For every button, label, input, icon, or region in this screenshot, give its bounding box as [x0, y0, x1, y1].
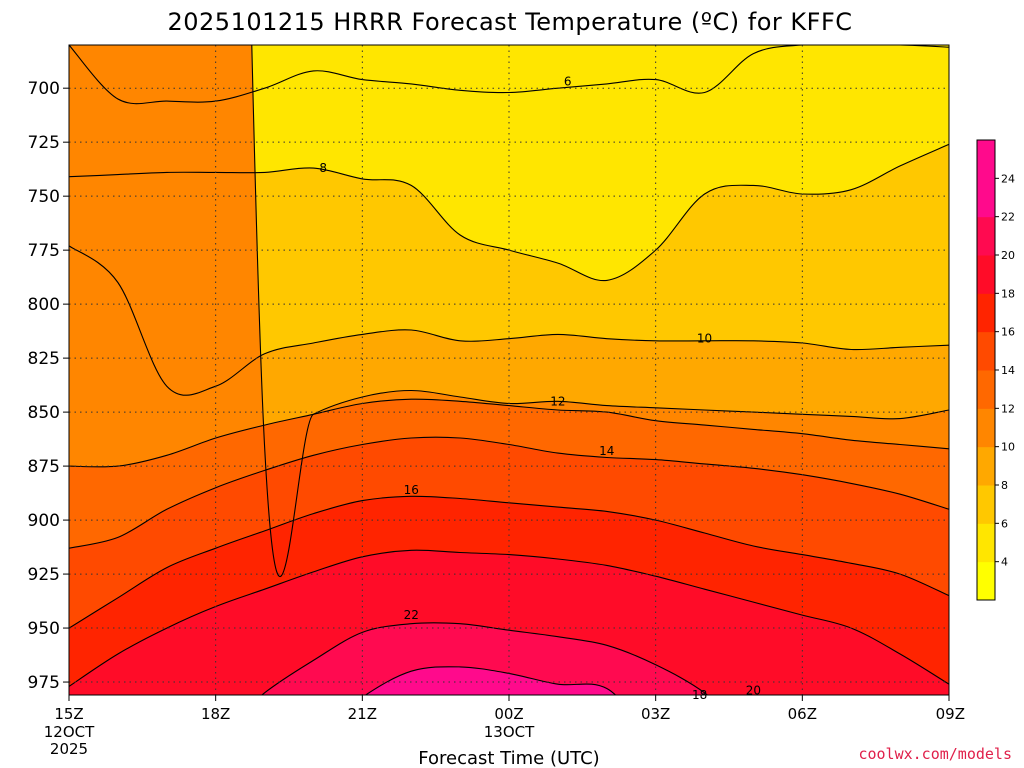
colorbar-label: 6 [1001, 517, 1008, 530]
contour-line-22 [261, 622, 709, 695]
y-tick-label: 900 [28, 511, 60, 531]
contour-label: 16 [404, 483, 419, 497]
colorbar-cell [977, 561, 995, 601]
fill-region-22 [261, 622, 708, 695]
y-tick-label: 775 [28, 241, 60, 261]
contour-label: 20 [746, 684, 761, 698]
colorbar-label: 10 [1001, 441, 1015, 454]
colorbar-cell [977, 216, 995, 256]
colorbar-label: 8 [1001, 479, 1008, 492]
colorbar: 4 6 8 10 12 14 16 18 20 22 24 [976, 139, 1015, 601]
colorbar-cell [977, 446, 995, 486]
y-tick-label: 700 [28, 79, 60, 99]
contour-line-14 [69, 398, 949, 468]
x-tick-label: 18Z [201, 705, 230, 723]
credit-text: coolwx.com/models [858, 745, 1012, 763]
colorbar-cell [977, 140, 995, 179]
y-axis: 700 725 750 775 800 825 850 875 900 925 950 975 [28, 79, 69, 693]
colorbar-cell [977, 255, 995, 294]
y-tick-label: 800 [28, 295, 60, 315]
y-tick-label: 850 [28, 403, 60, 423]
colorbar-cell [977, 293, 995, 333]
x-tick-label: 00Z [494, 705, 523, 723]
x-tick-label: 09Z [936, 705, 965, 723]
temperature-fill-layer [69, 45, 949, 695]
colorbar-label: 22 [1001, 211, 1015, 224]
x-tick-sublabel: 2025 [50, 740, 88, 758]
colorbar-label: 20 [1001, 249, 1015, 262]
x-tick-sublabel: 13OCT [484, 723, 535, 741]
x-tick-label: 03Z [641, 705, 670, 723]
x-tick-label: 21Z [348, 705, 377, 723]
y-tick-label: 725 [28, 133, 60, 153]
y-tick-label: 950 [28, 619, 60, 639]
gridline-layer [69, 45, 949, 695]
y-tick-label: 975 [28, 673, 60, 693]
colorbar-cell [977, 523, 995, 563]
colorbar-label: 16 [1001, 326, 1015, 339]
x-tick-sublabel: 12OCT [44, 723, 95, 741]
colorbar-label: 14 [1001, 364, 1015, 377]
contour-line-12 [251, 45, 949, 578]
colorbar-cell [977, 408, 995, 448]
colorbar-label: 24 [1001, 172, 1015, 185]
colorbar-label: 4 [1001, 556, 1008, 569]
contour-label: 14 [599, 444, 614, 458]
contour-label: 10 [697, 332, 712, 346]
contour-label: 6 [564, 75, 572, 89]
colorbar-cell [977, 485, 995, 524]
contour-label: 8 [319, 161, 327, 175]
colorbar-label: 18 [1001, 287, 1015, 300]
x-tick-label: 06Z [788, 705, 817, 723]
y-tick-label: 875 [28, 457, 60, 477]
y-tick-label: 825 [28, 349, 60, 369]
contour-label: 22 [404, 608, 419, 622]
fill-region-24 [365, 666, 616, 695]
x-tick-label: 15Z [54, 705, 83, 723]
x-axis-title: Forecast Time (UTC) [418, 748, 599, 768]
colorbar-cell [977, 370, 995, 409]
colorbar-label: 12 [1001, 402, 1015, 415]
colorbar-cell [977, 331, 995, 371]
colorbar-cell [977, 178, 995, 218]
chart-title: 2025101215 HRRR Forecast Temperature (ºC… [167, 8, 852, 36]
contour-label: 12 [550, 394, 565, 408]
y-tick-label: 750 [28, 187, 60, 207]
y-tick-label: 925 [28, 565, 60, 585]
